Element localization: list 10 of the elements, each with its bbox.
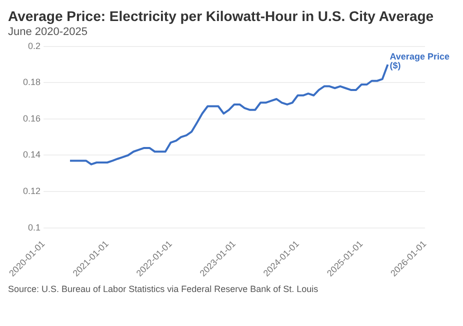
chart-title: Average Price: Electricity per Kilowatt-Hour in U.S. City Average — [8, 8, 435, 24]
y-tick-label: 0.12 — [23, 186, 41, 196]
y-tick-label: 0.16 — [23, 113, 41, 124]
chart-subtitle: June 2020-2025 — [8, 26, 89, 38]
y-tick-label: 0.1 — [28, 222, 41, 232]
source-note: Source: U.S. Bureau of Labor Statistics via Federal Reserve Bank of St. Louis — [8, 284, 320, 294]
y-tick-label: 0.2 — [28, 40, 41, 51]
y-tick-label: 0.14 — [23, 150, 41, 160]
series-label: Average Price ($) — [390, 52, 450, 71]
y-tick-label: 0.18 — [23, 77, 41, 88]
